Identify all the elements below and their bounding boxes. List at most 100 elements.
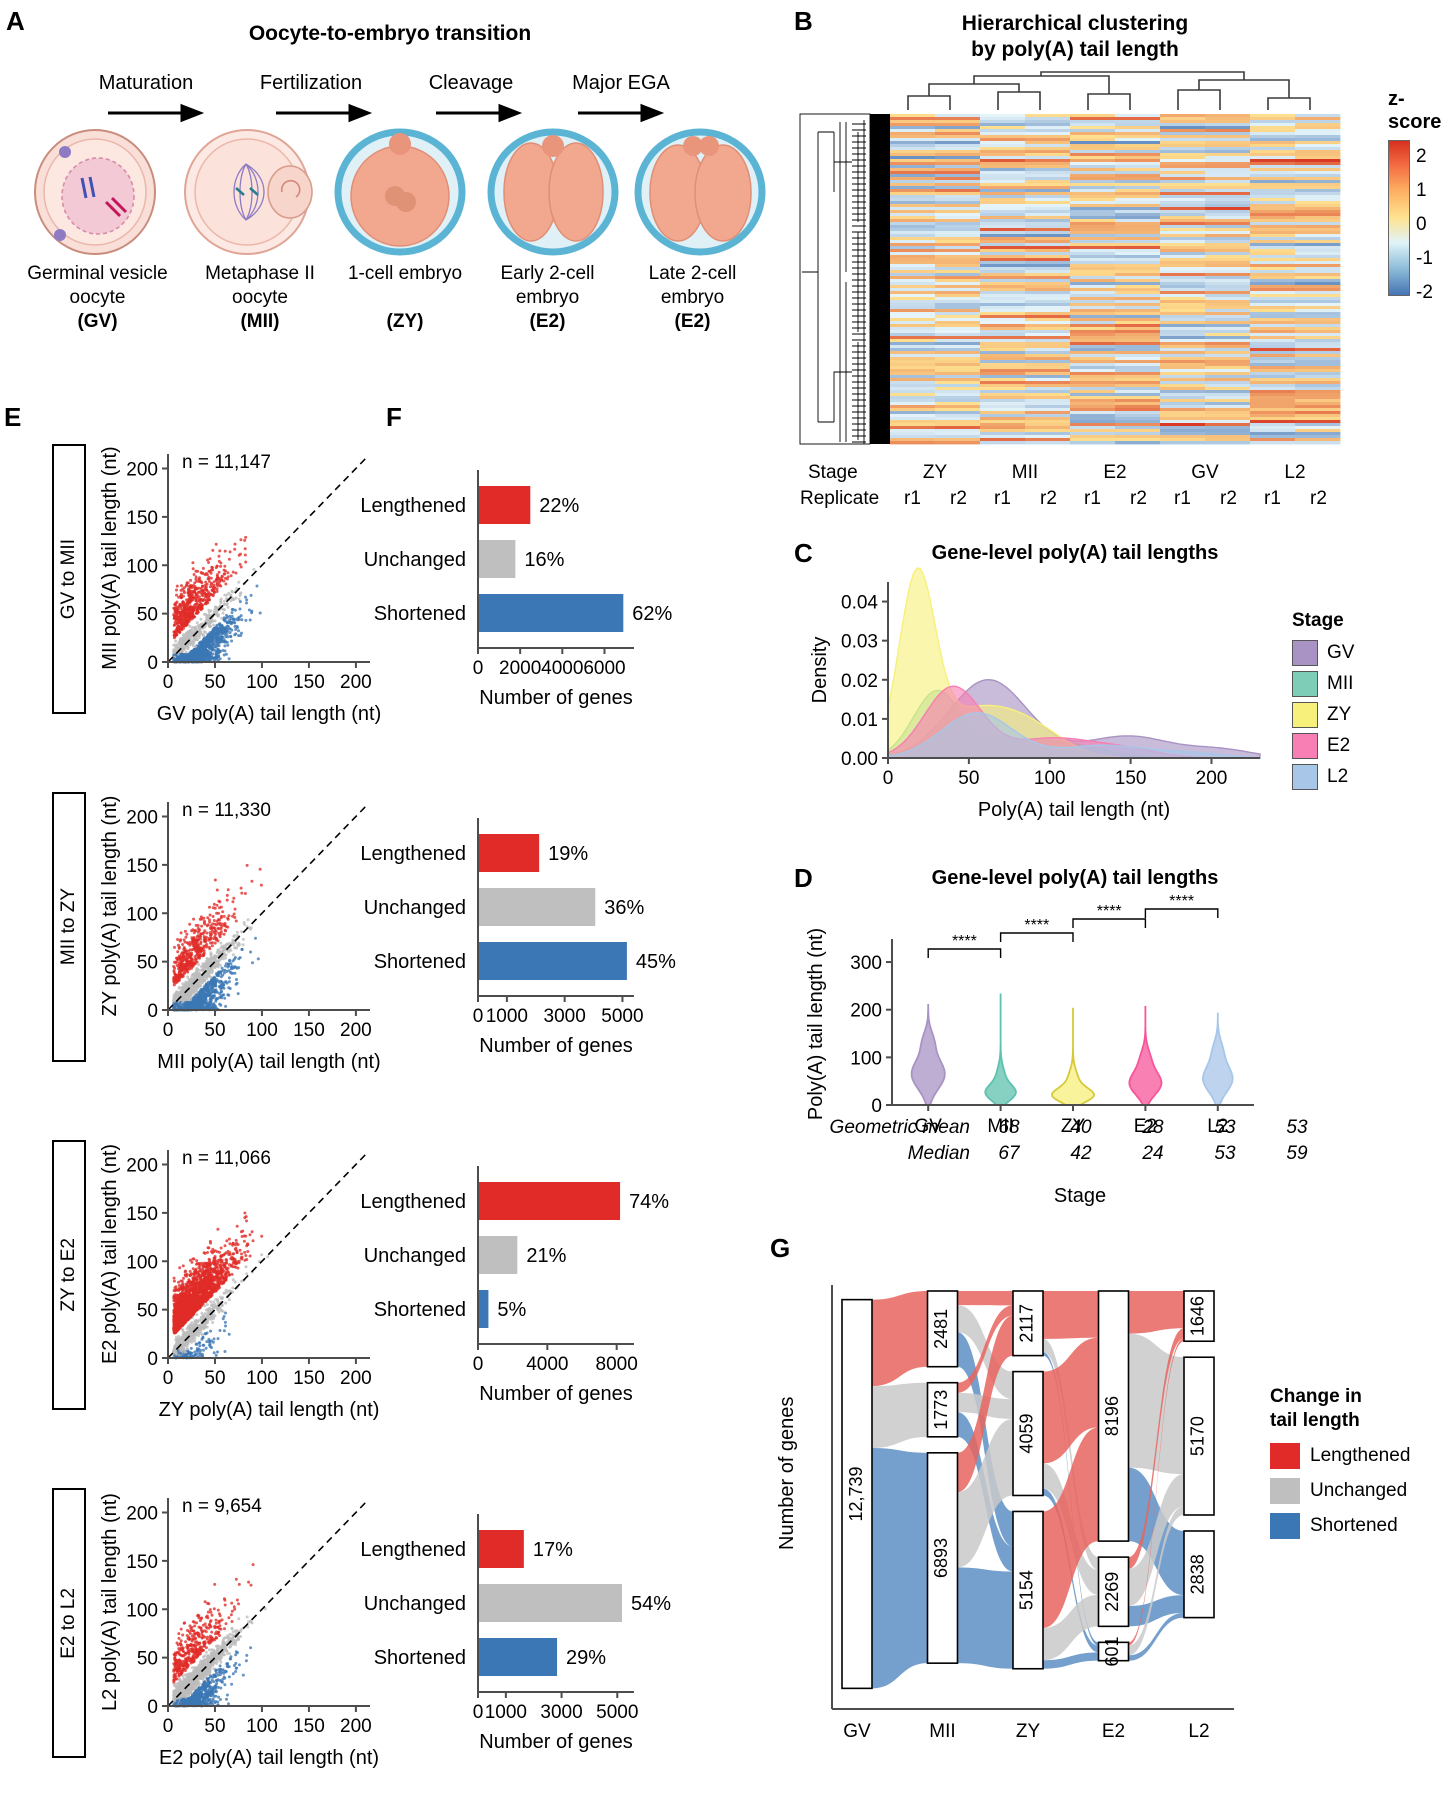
bar-category-label: Lengthened [360,843,466,865]
transition-label-2: Cleavage [428,72,514,94]
scatter-ytick: 50 [137,953,158,974]
bar-xtick: 8000 [596,1354,638,1375]
panel-c-ylabel: Density [809,637,831,704]
scatter-wrap-0: 0 0 50 50 100 100 150 150 200 200 n = 11,147 GV pol… [96,436,386,726]
bar-pct-label: 74% [629,1191,669,1213]
sankey-node-value: 6893 [931,1538,951,1578]
heatmap-stage-gv: GV [1191,462,1219,483]
heatmap-stage-mii: MII [1011,462,1039,483]
panel-d-ytick: 100 [850,1048,882,1069]
stat-value-1-4: 59 [1286,1143,1308,1164]
panel-d-ytick: 200 [850,1001,882,1022]
panel-c-ytick: 0.04 [841,593,878,614]
bar-Unchanged: 21% Unchanged [364,1236,567,1274]
panel-c-legend-item-MII[interactable]: MII [1292,671,1354,697]
heatmap-replicate-ZY-r1: r1 [904,488,921,509]
zscore-tick-4: -2 [1416,282,1433,303]
svg-text:****: **** [1024,917,1049,934]
cell-zy [334,128,466,256]
sankey-node-L2-5170[interactable]: 5170 [1183,1356,1215,1516]
scatter-xtick: 0 [163,1368,174,1389]
heatmap-replicate-ZY-r2: r2 [950,488,967,509]
cell-e2-late [634,128,766,256]
panel-c-legend-item-L2[interactable]: L2 [1292,764,1354,790]
scatter-ytick: 0 [147,1697,158,1718]
panel-g-legend-item-shortened[interactable]: Shortened [1270,1512,1449,1539]
cell-caption-l2: Late 2-cell embryo [648,263,737,308]
row-label-e2-to-l2: E2 to L2 [52,1488,86,1758]
arrow-icons [108,103,665,123]
panel-g-legend-item-unchanged[interactable]: Unchanged [1270,1477,1449,1504]
significance-bracket-1: **** [999,917,1074,942]
panel-c-legend-title: Stage [1292,610,1344,631]
sankey-node-L2-2838[interactable]: 2838 [1183,1530,1215,1619]
panel-c-xtick: 200 [1196,768,1228,789]
panel-g-legend-item-lengthened[interactable]: Lengthened [1270,1442,1449,1469]
bar-category-label: Lengthened [360,495,466,517]
row-dendrogram [799,113,871,445]
significance-bracket-0: **** [927,933,1002,958]
sankey-stage-MII: MII [929,1721,955,1742]
panel-c-title: Gene-level poly(A) tail lengths [931,542,1219,564]
cell-caption-gv: Germinal vesicle oocyte [27,263,168,308]
heatmap-cells: placeholder [890,114,1341,445]
sankey-node-ZY-5154[interactable]: 5154 [1012,1510,1044,1670]
scatter-ytick: 200 [126,1504,158,1525]
sankey-node-value: 2117 [1017,1304,1037,1343]
sankey-node-GV-12,739[interactable]: 12,739 [841,1298,873,1690]
bar-category-label: Unchanged [364,1245,466,1267]
sankey-node-E2-601[interactable]: 601 [1097,1636,1130,1667]
scatter-n-label: n = 11,066 [182,1148,271,1169]
bar-xtick: 0 [473,658,484,679]
legend-label-L2: L2 [1327,766,1349,787]
bar-chart-2: 74% Lengthened 21% Unchanged 5% Shortened 0 400… [360,1166,669,1405]
panel-c-xlabel: Poly(A) tail length (nt) [978,799,1170,821]
bar-xtick: 0 [473,1354,484,1375]
sankey-node-MII-1773[interactable]: 1773 [926,1381,959,1438]
scatter-xtick: 100 [246,1020,278,1041]
panel-c-legend-item-ZY[interactable]: ZY [1292,702,1354,728]
zscore-tick-2: 0 [1416,214,1427,235]
panel-c-legend-item-GV[interactable]: GV [1292,640,1354,666]
sankey-node-MII-6893[interactable]: 6893 [926,1452,959,1664]
sankey-node-E2-8196[interactable]: 8196 [1097,1290,1130,1542]
bar-wrap-2: 74% Lengthened 21% Unchanged 5% Shortened 0 400… [360,1156,690,1406]
transition-label-0: Maturation [98,72,194,94]
scatter-xtick: 0 [163,1716,174,1737]
heatmap-replicate-GV-r2: r2 [1220,488,1237,509]
sankey-node-L2-1646[interactable]: 1646 [1183,1290,1215,1343]
scatter-n-label: n = 11,330 [182,800,271,821]
panel-g-letter: G [770,1233,791,1263]
panel-c-legend-item-E2[interactable]: E2 [1292,733,1354,759]
bar-category-label: Shortened [374,1299,466,1321]
sankey-node-E2-2269[interactable]: 2269 [1097,1556,1130,1628]
violin-plot: **** **** **** **** 0 100 200 300 GV MII ZY E2 L2 Pol… [800,893,1270,1145]
zscore-title: z-score [1388,88,1442,133]
panel-g-legend-title-2: tail length [1270,1409,1360,1431]
scatter-xtick: 200 [340,1368,372,1389]
scatter-xtick: 0 [163,1020,174,1041]
scatter-ytick: 150 [126,1552,158,1573]
heatmap-replicate-MII-r2: r2 [1040,488,1057,509]
scatter-ytick: 100 [126,904,158,925]
scatter-ytick: 100 [126,1252,158,1273]
sankey-node-ZY-2117[interactable]: 2117 [1012,1290,1044,1357]
panel-d-xtick-L2: L2 [1207,1116,1228,1137]
panel-c: C Gene-level poly(A) tail lengths 0 50 100… [780,530,1449,850]
sankey-node-MII-2481[interactable]: 2481 [926,1290,959,1368]
heatmap-replicate-row: r1 r2 r1 r2 r1 r2 r1 r2 r1 r2 [890,488,1340,512]
sankey-node-ZY-4059[interactable]: 4059 [1012,1370,1044,1497]
panel-b-title-line1: Hierarchical clustering [961,12,1189,35]
row-label-gv-to-mii: GV to MII [52,444,86,714]
bar-xtick: 6000 [583,658,625,679]
scatter-ylabel: E2 poly(A) tail length (nt) [99,1144,121,1364]
heatmap-stage-e2: E2 [1103,462,1127,483]
sankey-node-value: 8196 [1102,1396,1122,1436]
heatmap-replicate-label: Replicate [800,488,880,509]
panel-c-letter: C [794,538,813,568]
panel-d-ylabel: Poly(A) tail length (nt) [805,928,827,1120]
bar-xlabel: Number of genes [479,1731,632,1753]
panel-c-ytick: 0.03 [841,632,878,653]
bar-chart-3: 17% Lengthened 54% Unchanged 29% Shortened 0 10… [360,1514,671,1753]
bar-category-label: Lengthened [360,1191,466,1213]
